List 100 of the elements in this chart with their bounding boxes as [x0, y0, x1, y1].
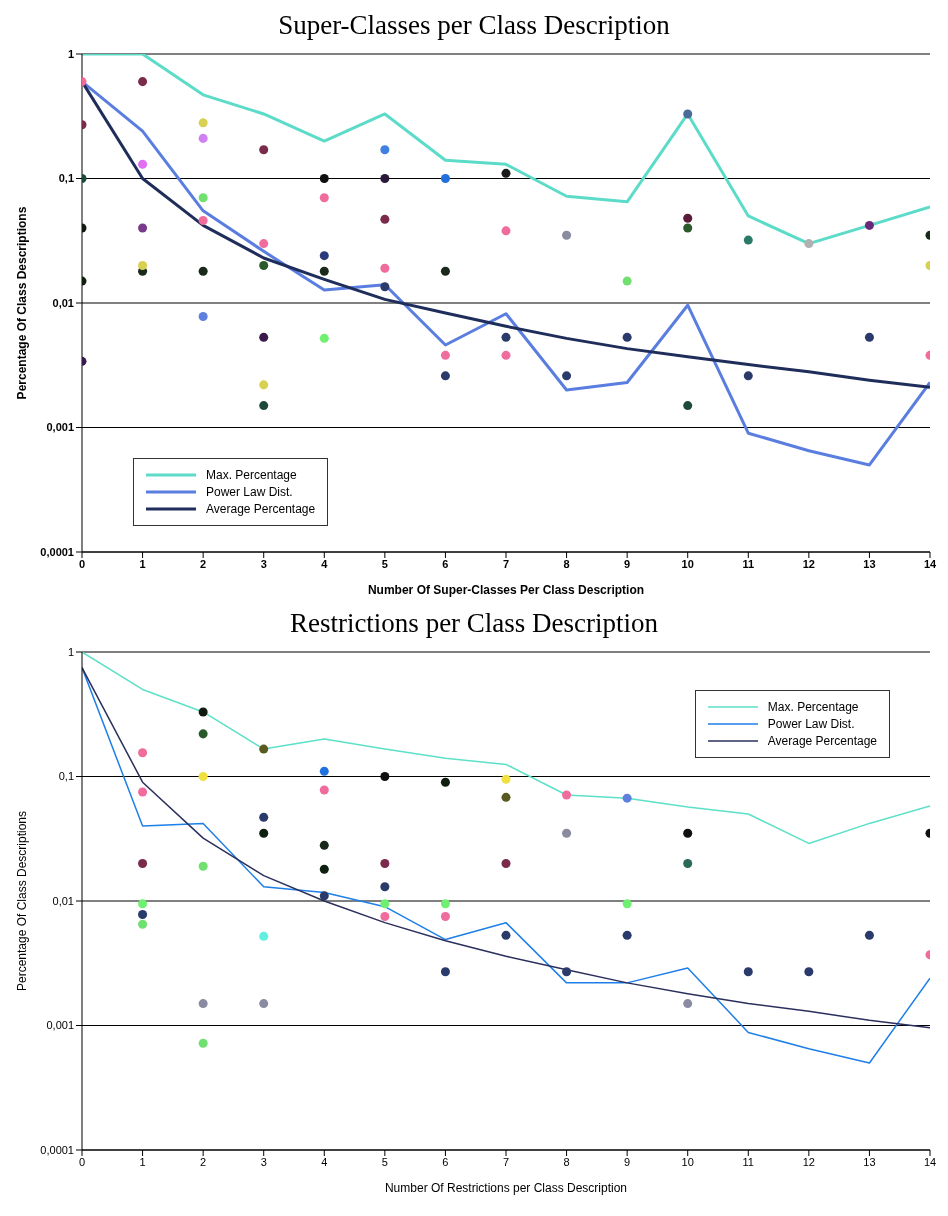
x-tick-label: 12: [802, 557, 815, 570]
point: [440, 350, 450, 360]
point: [440, 899, 450, 909]
x-tick-label: 0: [78, 1155, 86, 1168]
y-axis-title: Percentage Of Class Descriptions: [15, 810, 30, 992]
legend-label: Max. Percentage: [767, 700, 859, 714]
x-tick-label: 9: [624, 1155, 631, 1168]
point: [259, 332, 269, 342]
y-tick-label: 1: [67, 645, 74, 658]
point: [198, 266, 208, 276]
point: [198, 133, 208, 143]
x-tick-label: 14: [923, 557, 937, 570]
point: [743, 371, 753, 381]
chart-title: Restrictions per Class Description: [288, 608, 660, 639]
x-tick-label: 0: [78, 557, 86, 570]
point: [501, 332, 511, 342]
point: [743, 235, 753, 245]
point: [380, 282, 390, 292]
point: [259, 828, 269, 838]
x-tick-label: 11: [742, 1155, 754, 1168]
x-tick-label: 1: [139, 557, 146, 570]
point: [380, 145, 390, 155]
point: [380, 263, 390, 273]
point: [864, 930, 874, 940]
point: [319, 864, 329, 874]
point: [259, 744, 269, 754]
point: [622, 276, 632, 286]
point: [138, 748, 148, 758]
point: [138, 899, 148, 909]
point: [319, 333, 329, 343]
x-tick-label: 4: [321, 557, 329, 570]
point: [380, 173, 390, 184]
point: [138, 77, 148, 87]
point: [440, 967, 450, 977]
point: [259, 145, 269, 155]
x-tick-label: 10: [681, 557, 694, 570]
y-tick-label: 0,001: [46, 1019, 74, 1032]
legend-label: Average Percentage: [767, 734, 877, 748]
point: [259, 401, 269, 411]
x-tick-label: 11: [742, 557, 755, 570]
point: [562, 967, 572, 977]
point: [198, 118, 208, 128]
x-tick-label: 3: [260, 557, 267, 570]
point: [259, 239, 269, 249]
x-axis-title: Number Of Super-Classes Per Class Description: [367, 583, 645, 597]
point: [319, 840, 329, 850]
legend-label: Power Law Dist.: [767, 717, 855, 731]
point: [380, 771, 390, 782]
x-tick-label: 7: [502, 557, 510, 570]
y-tick-label: 0,1: [58, 770, 74, 783]
point: [562, 828, 572, 838]
point: [259, 999, 269, 1009]
x-tick-label: 6: [442, 557, 449, 570]
point: [198, 771, 208, 782]
point: [683, 213, 693, 223]
point: [319, 785, 329, 795]
legend-label: Average Percentage: [206, 502, 316, 516]
point: [501, 792, 511, 802]
x-tick-label: 8: [563, 1155, 570, 1168]
point: [198, 707, 208, 717]
x-tick-label: 2: [200, 1155, 207, 1168]
point: [743, 967, 753, 977]
point: [864, 332, 874, 342]
point: [198, 861, 208, 871]
point: [562, 230, 572, 240]
point: [198, 215, 208, 225]
point: [198, 1038, 208, 1048]
point: [380, 899, 390, 909]
point: [319, 891, 329, 901]
point: [501, 774, 511, 784]
x-tick-label: 12: [802, 1155, 815, 1168]
point: [501, 859, 511, 869]
x-tick-label: 8: [563, 557, 570, 570]
x-tick-label: 5: [381, 557, 388, 570]
point: [138, 223, 148, 233]
point: [440, 912, 450, 922]
x-tick-label: 6: [442, 1155, 449, 1168]
y-tick-label: 0,1: [58, 172, 74, 185]
point: [683, 828, 693, 838]
point: [380, 859, 390, 869]
point: [138, 787, 148, 797]
point: [319, 193, 329, 203]
x-tick-label: 9: [624, 557, 631, 570]
point: [683, 401, 693, 411]
point: [562, 790, 572, 800]
x-tick-label: 13: [863, 557, 876, 570]
point: [440, 371, 450, 381]
point: [138, 859, 148, 869]
point: [138, 159, 148, 169]
x-tick-label: 7: [502, 1155, 510, 1168]
point: [198, 193, 208, 203]
x-tick-label: 10: [681, 1155, 694, 1168]
point: [259, 261, 269, 271]
point: [198, 311, 208, 321]
point: [804, 967, 814, 977]
x-tick-label: 13: [863, 1155, 876, 1168]
y-tick-label: 0,0001: [40, 545, 74, 558]
y-tick-label: 0,01: [52, 894, 74, 907]
point: [501, 930, 511, 940]
point: [259, 812, 269, 822]
